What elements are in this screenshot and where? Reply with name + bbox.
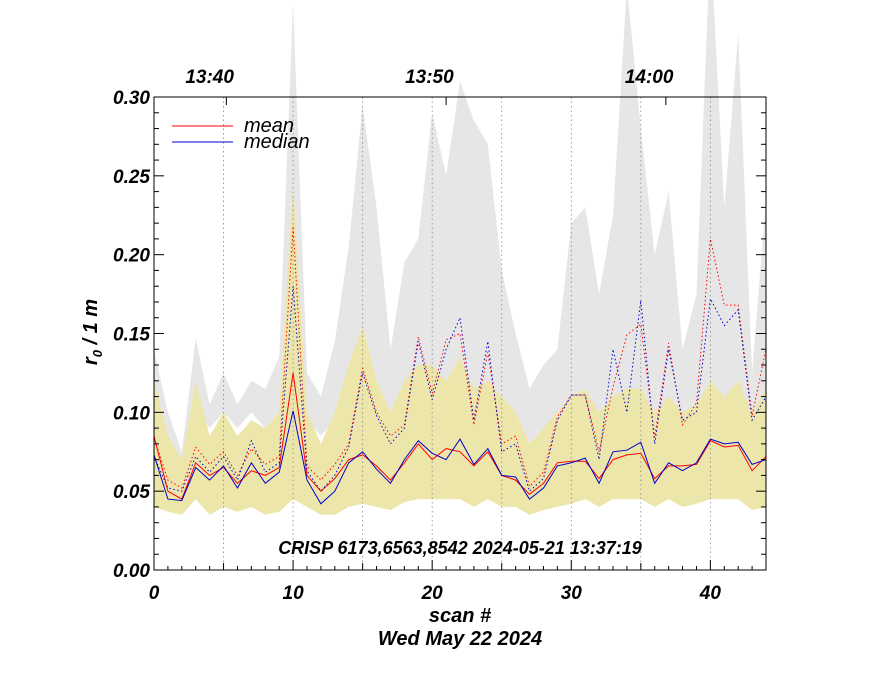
time-tick-label: 14:00 bbox=[625, 67, 674, 88]
envelope-bands bbox=[154, 0, 766, 515]
time-tick-label: 13:40 bbox=[185, 67, 234, 88]
date-label: Wed May 22 2024 bbox=[378, 628, 542, 650]
y-tick-label: 0.30 bbox=[113, 88, 150, 109]
y-tick-label: 0.05 bbox=[113, 482, 150, 503]
scan-annotation: CRISP 6173,6563,8542 2024-05-21 13:37:19 bbox=[278, 538, 642, 558]
x-tick-label: 20 bbox=[421, 583, 444, 604]
time-axis-ticks: 13:40 13:50 14:00 bbox=[185, 67, 674, 105]
legend-label-mean: mean bbox=[244, 115, 294, 137]
y-tick-label: 0.15 bbox=[113, 325, 150, 346]
series-median-max bbox=[154, 286, 766, 493]
y-tick-label: 0.20 bbox=[113, 246, 150, 267]
series-mean-max bbox=[154, 226, 766, 489]
y-axis-ticks: 0.00 0.05 0.10 0.15 0.20 0.25 0.30 bbox=[113, 88, 766, 582]
legend-label-median: median bbox=[244, 131, 310, 153]
series-median bbox=[154, 410, 766, 505]
y-axis-label: r0 / 1 m bbox=[80, 299, 105, 365]
x-axis-ticks: 0 10 20 30 40 bbox=[149, 560, 767, 604]
time-tick-label: 13:50 bbox=[405, 67, 454, 88]
x-axis-label: scan # bbox=[429, 605, 492, 627]
y-tick-label: 0.00 bbox=[113, 561, 150, 582]
x-tick-label: 0 bbox=[149, 583, 160, 604]
yellow-band bbox=[154, 183, 766, 515]
x-tick-label: 40 bbox=[699, 583, 722, 604]
x-tick-label: 10 bbox=[283, 583, 305, 604]
y-tick-label: 0.25 bbox=[113, 167, 150, 188]
x-tick-label: 30 bbox=[561, 583, 583, 604]
y-tick-label: 0.10 bbox=[113, 403, 150, 424]
series-lines bbox=[154, 226, 766, 505]
